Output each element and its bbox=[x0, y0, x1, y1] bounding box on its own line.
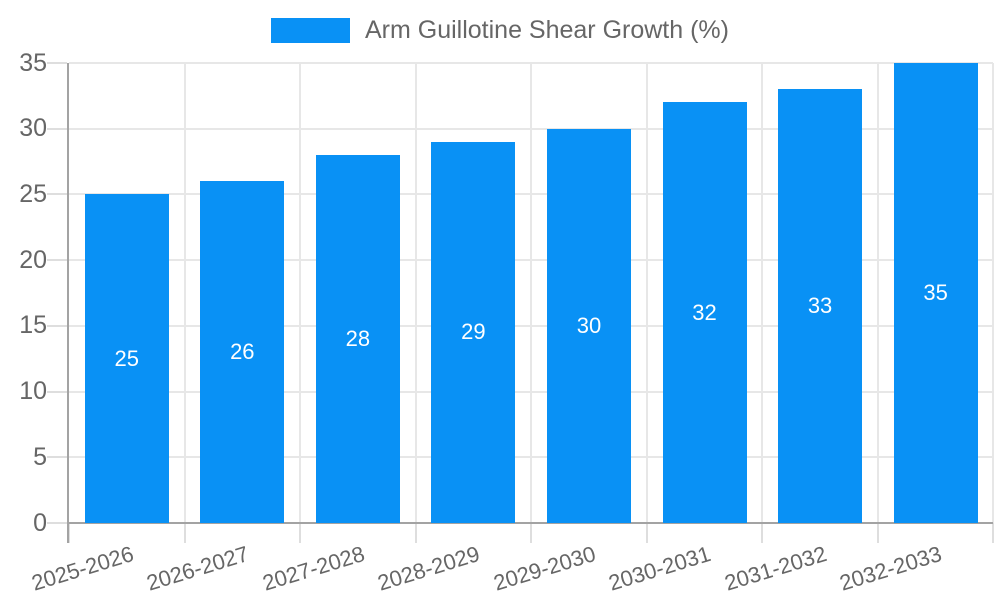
bar[interactable]: 26 bbox=[200, 181, 285, 523]
y-tick-label: 30 bbox=[19, 114, 47, 143]
bar-value-label: 32 bbox=[692, 299, 717, 325]
x-tick-label: 2032-2033 bbox=[837, 541, 945, 596]
bar[interactable]: 35 bbox=[893, 63, 978, 523]
y-tick-label: 35 bbox=[19, 48, 47, 77]
bar-value-label: 26 bbox=[230, 339, 255, 365]
x-tick-mark bbox=[645, 523, 648, 543]
y-tick-mark bbox=[47, 456, 67, 459]
x-gridline bbox=[530, 63, 533, 523]
y-tick-label: 5 bbox=[33, 442, 47, 471]
y-axis-line bbox=[67, 63, 69, 543]
legend-item[interactable]: Arm Guillotine Shear Growth (%) bbox=[0, 18, 1000, 43]
x-tick-mark bbox=[299, 523, 302, 543]
legend-swatch bbox=[270, 18, 350, 43]
x-gridline bbox=[992, 63, 995, 523]
y-tick-mark bbox=[47, 193, 67, 196]
y-tick-mark bbox=[47, 259, 67, 262]
bar-value-label: 30 bbox=[576, 312, 602, 338]
x-gridline bbox=[761, 63, 764, 523]
x-tick-label: 2029-2030 bbox=[490, 541, 599, 596]
y-tick-mark bbox=[47, 62, 67, 64]
y-tick-mark bbox=[47, 127, 67, 130]
bar-value-label: 35 bbox=[923, 280, 948, 305]
bar[interactable]: 32 bbox=[662, 102, 747, 523]
x-tick-mark bbox=[530, 523, 533, 543]
x-gridline bbox=[414, 63, 417, 523]
x-tick-mark bbox=[761, 523, 764, 543]
y-tick-label: 20 bbox=[19, 245, 47, 274]
x-axis-line bbox=[67, 522, 994, 524]
x-tick-label: 2027-2028 bbox=[259, 541, 368, 596]
bar-value-label: 29 bbox=[461, 319, 486, 345]
bar[interactable]: 28 bbox=[315, 155, 400, 523]
x-gridline bbox=[183, 63, 186, 523]
y-tick-label: 15 bbox=[19, 311, 47, 340]
bar[interactable]: 25 bbox=[84, 194, 169, 523]
x-tick-label: 2025-2026 bbox=[28, 541, 137, 596]
x-tick-mark bbox=[876, 523, 879, 543]
y-tick-mark bbox=[47, 390, 67, 393]
x-tick-mark bbox=[183, 523, 186, 543]
y-tick-mark bbox=[47, 324, 67, 327]
x-gridline bbox=[645, 63, 648, 523]
bar-value-label: 25 bbox=[114, 345, 139, 371]
bar-value-label: 33 bbox=[807, 293, 833, 319]
x-tick-mark bbox=[992, 523, 995, 543]
x-gridline bbox=[876, 63, 879, 523]
x-tick-label: 2031-2032 bbox=[721, 541, 830, 596]
bar[interactable]: 33 bbox=[778, 89, 863, 523]
x-tick-label: 2030-2031 bbox=[605, 541, 714, 596]
y-tick-label: 10 bbox=[19, 377, 47, 406]
bar-value-label: 28 bbox=[345, 326, 371, 351]
bar[interactable]: 30 bbox=[546, 128, 631, 523]
x-tick-label: 2026-2027 bbox=[143, 541, 252, 596]
y-tick-mark bbox=[47, 522, 67, 524]
x-tick-mark bbox=[68, 523, 70, 543]
y-tick-label: 25 bbox=[19, 179, 47, 208]
x-tick-label: 2028-2029 bbox=[374, 541, 483, 596]
x-tick-mark bbox=[414, 523, 417, 543]
bar[interactable]: 29 bbox=[431, 141, 516, 523]
x-gridline bbox=[299, 63, 302, 523]
y-tick-label: 0 bbox=[33, 508, 47, 537]
legend-label: Arm Guillotine Shear Growth (%) bbox=[364, 16, 729, 44]
